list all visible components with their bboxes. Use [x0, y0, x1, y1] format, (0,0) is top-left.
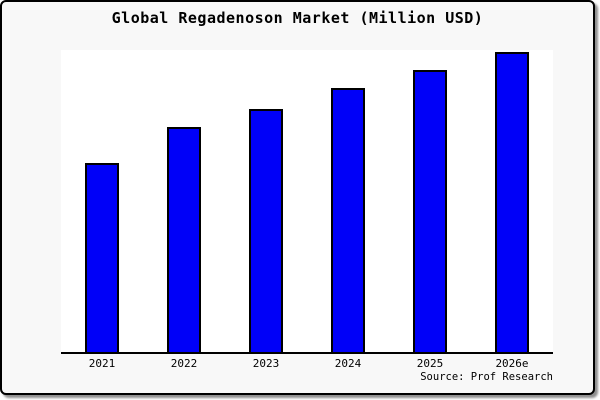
x-tick-label-2025: 2025	[416, 357, 444, 370]
x-tick-label-2021: 2021	[88, 357, 116, 370]
bar-2021	[85, 163, 119, 352]
chart-frame: Global Regadenoson Market (Million USD) …	[0, 0, 595, 395]
bar-2022	[167, 127, 201, 352]
x-tick-label-2023: 2023	[252, 357, 280, 370]
bar-2024	[331, 88, 365, 352]
bars-container	[61, 50, 553, 352]
plot-area	[61, 50, 553, 354]
chart-title: Global Regadenoson Market (Million USD)	[111, 9, 484, 27]
x-tick-label-2022: 2022	[170, 357, 198, 370]
bar-2025	[413, 70, 447, 352]
x-axis-labels: 2021 2022 2023 2024 2025 2026e	[61, 357, 553, 370]
bar-2023	[249, 109, 283, 352]
x-tick-label-2026e: 2026e	[495, 357, 529, 370]
bar-2026e	[495, 52, 529, 352]
source-credit: Source: Prof Research	[420, 371, 553, 383]
x-tick-label-2024: 2024	[334, 357, 362, 370]
